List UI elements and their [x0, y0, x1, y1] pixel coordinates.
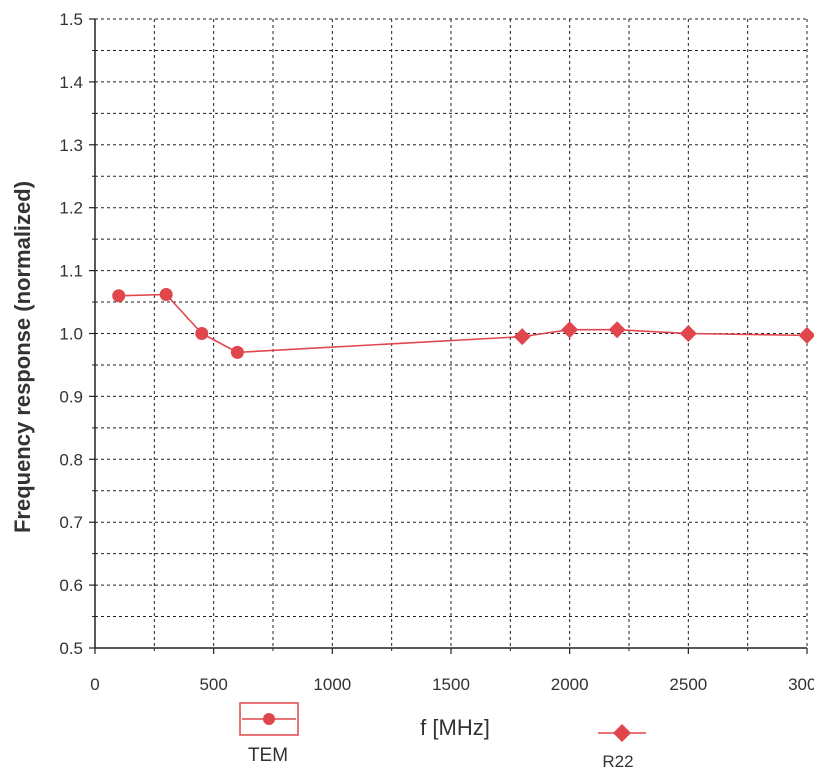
data-point-r22: [513, 328, 531, 346]
x-tick-label: 2000: [551, 675, 589, 694]
legend-tem-box: [239, 702, 299, 736]
y-tick-label: 1.3: [59, 136, 83, 155]
data-point-tem: [112, 289, 126, 303]
x-tick-label: 1500: [432, 675, 470, 694]
y-tick-label: 1.4: [59, 73, 83, 92]
x-tick-label: 3000: [788, 675, 814, 694]
data-point-r22: [798, 326, 814, 344]
x-tick-label: 1000: [313, 675, 351, 694]
legend-tem-label: TEM: [248, 745, 288, 766]
x-tick-labels: 0 500 1000 1500 2000 2500 3000: [90, 675, 814, 694]
series-line-tem: [118, 293, 238, 354]
data-point-tem: [159, 288, 173, 302]
y-tick-label: 0.7: [59, 513, 83, 532]
x-tick-label: 0: [90, 675, 99, 694]
x-tick-label: 2500: [669, 675, 707, 694]
x-axis-label: f [MHz]: [420, 715, 490, 740]
y-tick-label: 1.5: [59, 10, 83, 29]
y-tick-label: 1.1: [59, 262, 83, 281]
data-point-tem: [195, 327, 209, 340]
data-point-r22: [608, 321, 626, 339]
legend-r22-label: R22: [602, 752, 633, 771]
data-point-r22: [679, 325, 697, 342]
legend-r22-marker: [613, 724, 631, 742]
legend-item-tem: TEM: [239, 702, 299, 766]
series-lines: [118, 293, 808, 354]
y-tick-label: 0.5: [59, 639, 83, 658]
axes: [89, 18, 808, 654]
y-tick-label: 0.6: [59, 576, 83, 595]
x-tick-label: 500: [199, 675, 227, 694]
y-tick-label: 0.8: [59, 450, 83, 469]
data-point-tem: [230, 345, 244, 359]
y-tick-label: 0.9: [59, 387, 83, 406]
legend-item-r22: R22: [598, 724, 646, 771]
y-tick-labels: 0.5 0.6 0.7 0.8 0.9 1.0 1.1 1.2 1.3 1.4 1.5: [59, 10, 83, 658]
data-point-r22: [561, 321, 579, 339]
series-markers: [112, 288, 814, 359]
series-connector-line: [237, 335, 523, 354]
y-tick-label: 1.2: [59, 199, 83, 218]
y-tick-label: 1.0: [59, 325, 83, 344]
legend-tem-marker: [263, 713, 275, 725]
y-axis-label: Frequency response (normalized): [10, 181, 35, 533]
